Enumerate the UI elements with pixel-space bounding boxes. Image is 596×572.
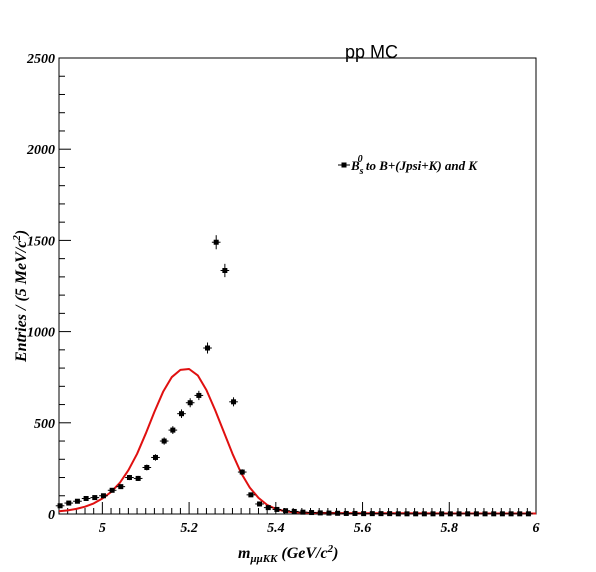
- y-tick-label: 0: [48, 508, 55, 523]
- data-point: [151, 454, 160, 461]
- data-point: [515, 511, 525, 517]
- legend: Bs0 to B+(Jpsi+K) and K: [338, 154, 478, 177]
- data-point: [263, 505, 273, 511]
- data-point: [333, 510, 342, 516]
- data-points-layer: [55, 235, 533, 517]
- data-point: [454, 511, 464, 517]
- data-point: [142, 464, 152, 471]
- data-point: [367, 511, 377, 517]
- y-tick-label: 1500: [27, 234, 55, 249]
- data-point: [220, 263, 230, 278]
- y-tick-label: 500: [34, 417, 55, 432]
- x-axis-ticks: 5 5.2 5.4 5.6 5.8 6: [58, 502, 540, 536]
- x-tick-label: 6: [533, 521, 540, 536]
- plot-title: pp MC: [345, 42, 398, 62]
- data-point: [341, 510, 351, 516]
- data-point: [324, 510, 334, 516]
- legend-text: Bs0 to B+(Jpsi+K) and K: [350, 154, 478, 177]
- data-point: [307, 510, 316, 516]
- data-point: [185, 398, 195, 408]
- data-point: [81, 495, 91, 501]
- data-point: [428, 511, 438, 517]
- data-point: [255, 501, 264, 507]
- data-point: [194, 390, 204, 401]
- data-point: [446, 511, 455, 517]
- data-point: [506, 511, 516, 517]
- data-point: [489, 511, 499, 517]
- data-point: [472, 511, 481, 517]
- data-point: [203, 342, 212, 354]
- x-tick-label: 5.4: [267, 521, 285, 536]
- data-point: [159, 437, 169, 445]
- data-point: [90, 495, 100, 501]
- fit-curve: [58, 368, 536, 515]
- data-point: [211, 235, 221, 250]
- x-tick-label: 5: [99, 521, 106, 536]
- data-point: [298, 509, 308, 515]
- data-point: [376, 511, 386, 517]
- fit-curve-layer: [58, 368, 536, 515]
- data-point: [463, 511, 473, 517]
- data-point: [272, 506, 282, 512]
- data-point: [99, 493, 108, 499]
- plot-frame: [58, 57, 537, 515]
- data-point: [177, 409, 186, 418]
- x-tick-label: 5.8: [441, 521, 459, 536]
- data-point: [350, 510, 360, 516]
- data-point: [73, 498, 82, 504]
- data-point: [246, 492, 256, 498]
- data-point: [385, 511, 394, 517]
- data-point: [55, 503, 65, 509]
- data-point: [168, 426, 178, 435]
- y-axis-title: Entries / (5 MeV/c2): [11, 230, 30, 363]
- data-point: [64, 500, 74, 506]
- data-point: [498, 511, 507, 517]
- data-point: [229, 397, 238, 407]
- data-point: [281, 508, 290, 514]
- data-point: [133, 475, 143, 481]
- data-point: [289, 508, 299, 514]
- y-tick-label: 1000: [27, 326, 55, 341]
- data-point: [359, 511, 368, 517]
- data-point: [116, 484, 126, 490]
- data-point: [315, 510, 325, 516]
- data-point: [524, 511, 533, 517]
- y-tick-label: 2000: [26, 143, 55, 158]
- data-point: [107, 487, 117, 493]
- data-point: [411, 511, 421, 517]
- y-axis-ticks: 0 500 1000 1500 2000 2500: [26, 52, 71, 523]
- data-point: [393, 511, 403, 517]
- data-point: [402, 511, 412, 517]
- legend-marker: [338, 162, 350, 168]
- y-tick-label: 2500: [26, 52, 55, 67]
- x-axis-title: mμμKK (GeV/c2): [238, 543, 338, 565]
- x-tick-label: 5.2: [180, 521, 198, 536]
- data-point: [420, 511, 429, 517]
- data-point: [437, 511, 447, 517]
- data-point: [237, 469, 247, 475]
- x-tick-label: 5.6: [354, 521, 372, 536]
- data-point: [480, 511, 490, 517]
- data-point: [125, 474, 134, 481]
